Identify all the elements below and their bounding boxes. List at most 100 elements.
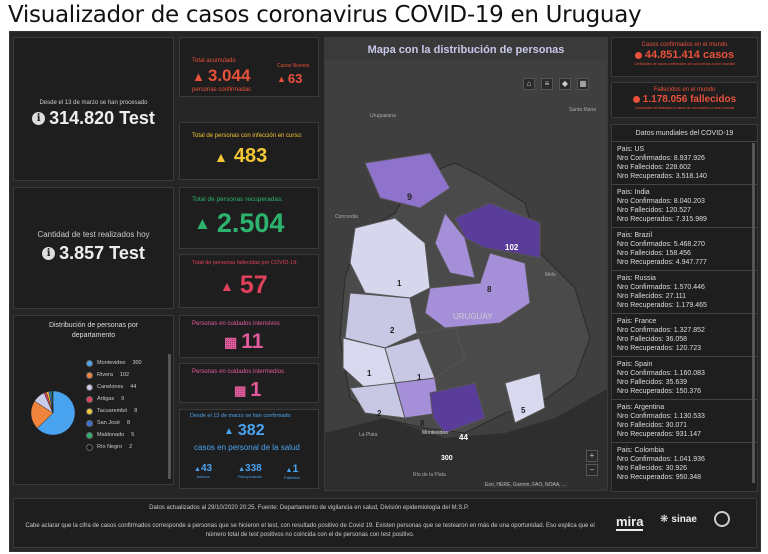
person-icon: ▲ bbox=[224, 425, 234, 437]
legend-value: 9 bbox=[121, 396, 125, 402]
info-icon: i bbox=[32, 112, 46, 125]
dept-tacuarembo-n[interactable] bbox=[434, 211, 476, 279]
legend-item[interactable]: Rivera 102 bbox=[86, 369, 168, 381]
hs-active-label: Activos bbox=[196, 474, 210, 479]
sinae-logo: ❋ sinae bbox=[660, 514, 697, 525]
active-value-row: ▲ 483 bbox=[214, 145, 267, 168]
legend-swatch bbox=[86, 371, 93, 379]
footer-note: Cabe aclarar que la cifra de casos confi… bbox=[25, 523, 595, 538]
legend-item[interactable]: Artigas 9 bbox=[86, 393, 168, 405]
world-entry-pais: Pais: Brazil bbox=[617, 232, 653, 239]
map-count-colonia: 2 bbox=[377, 409, 382, 418]
dept-rio-negro[interactable] bbox=[344, 292, 418, 349]
world-deaths-card: Fallecidos en el mundo 1.178.056 falleci… bbox=[611, 82, 758, 118]
distribution-scrollbar[interactable] bbox=[168, 354, 171, 479]
deaths-label: Total de personas fallecidas por COVID-1… bbox=[192, 260, 298, 266]
world-entry[interactable]: Pais: Brazil Nro Confirmados: 5.468.270 Nr… bbox=[612, 227, 757, 270]
legend-value: 102 bbox=[119, 372, 130, 378]
world-list[interactable]: Pais: US Nro Confirmados: 8.937.926 Nro Fa… bbox=[612, 141, 757, 485]
world-list-scrollbar[interactable] bbox=[752, 143, 755, 483]
world-entry[interactable]: Pais: France Nro Confirmados: 1.327.852 Nr… bbox=[612, 313, 757, 356]
new-cases-row: ▲ 63 bbox=[277, 71, 302, 86]
legend-item[interactable]: Montevideo 300 bbox=[86, 357, 168, 369]
legend-swatch bbox=[86, 419, 93, 427]
icu-value: 11 bbox=[241, 330, 264, 353]
legend-item[interactable]: Tacuarembó 8 bbox=[86, 405, 168, 417]
footer-updated: Datos actualizados al 29/10/2020 20:25. … bbox=[149, 505, 469, 511]
zoom-out-button[interactable]: − bbox=[586, 464, 598, 476]
health-staff-value-row: ▲ 382 bbox=[224, 422, 265, 440]
world-entry[interactable]: Pais: Russia Nro Confirmados: 1.570.446 Nr… bbox=[612, 270, 757, 313]
health-staff-label: Desde el 13 de marzo se han confirmado bbox=[190, 413, 291, 419]
dept-artigas[interactable] bbox=[364, 152, 451, 209]
hs-deaths: ▲1 Fallecido bbox=[284, 463, 300, 480]
dept-rivera[interactable] bbox=[454, 202, 541, 259]
dept-paysandu[interactable] bbox=[349, 217, 431, 299]
bullet-icon bbox=[634, 51, 642, 59]
list-icon[interactable]: ≡ bbox=[541, 78, 553, 90]
world-entry-fall: Nro Fallecidos: 35.639 bbox=[617, 379, 688, 386]
map-count-soriano: 1 bbox=[367, 369, 372, 378]
confirmed-sublabel: personas confirmadas bbox=[192, 87, 252, 93]
world-deaths-value: 1.178.056 fallecidos bbox=[642, 94, 737, 105]
legend-item[interactable]: Maldonado 5 bbox=[86, 429, 168, 441]
world-deaths-note: Cantidades de fallecidos a causa de coro… bbox=[634, 106, 735, 110]
pie-slice[interactable] bbox=[52, 390, 54, 414]
health-staff-sublabel: casos en personal de la salud bbox=[194, 443, 300, 452]
hs-active-value: 43 bbox=[200, 463, 213, 474]
world-entry[interactable]: Pais: Colombia Nro Confirmados: 1.041.936… bbox=[612, 442, 757, 485]
legend-label: Río Negro bbox=[97, 444, 123, 450]
world-entry-pais: Pais: Argentina bbox=[617, 404, 665, 411]
world-entry-recu: Nro Recuperados: 7.315.989 bbox=[617, 216, 707, 223]
world-entry-recu: Nro Recuperados: 1.179.465 bbox=[617, 302, 707, 309]
world-entry[interactable]: Pais: Spain Nro Confirmados: 1.160.083 Nro… bbox=[612, 356, 757, 399]
distribution-card: Distribución de personas por departament… bbox=[13, 315, 174, 485]
person-icon: ▲ bbox=[277, 73, 286, 84]
world-entry-recu: Nro Recuperados: 950.348 bbox=[617, 474, 702, 481]
world-entry-fall: Nro Fallecidos: 158.456 bbox=[617, 250, 691, 257]
legend-label: Tacuarembó bbox=[97, 408, 128, 414]
distribution-pie-chart bbox=[30, 390, 76, 436]
legend-item[interactable]: Canelones 44 bbox=[86, 381, 168, 393]
icu-value-row: ▦ 11 bbox=[224, 330, 263, 354]
world-entry-recu: Nro Recuperados: 3.518.140 bbox=[617, 173, 707, 180]
map-label-concordia: Concordia bbox=[335, 214, 358, 220]
active-card: Total de personas con infección en curso… bbox=[179, 122, 319, 180]
basemap-icon[interactable]: ▦ bbox=[577, 78, 589, 90]
legend-value: 300 bbox=[132, 360, 142, 366]
legend-label: Montevideo bbox=[97, 360, 126, 366]
map-count-rivera: 102 bbox=[505, 243, 519, 252]
world-deaths-label: Fallecidos en el mundo bbox=[653, 87, 716, 93]
map-count-montevideo: 300 bbox=[441, 455, 453, 462]
hs-deaths-label: Fallecido bbox=[284, 475, 301, 480]
world-entry[interactable]: Pais: US Nro Confirmados: 8.937.926 Nro Fa… bbox=[612, 141, 757, 184]
world-entry[interactable]: Pais: Argentina Nro Confirmados: 1.130.53… bbox=[612, 399, 757, 442]
legend-label: Rivera bbox=[97, 372, 113, 378]
home-icon[interactable]: ⌂ bbox=[523, 78, 535, 90]
world-confirmed-note: Cantidades de casos confirmados de coron… bbox=[634, 62, 735, 66]
dept-maldonado[interactable] bbox=[504, 372, 546, 424]
legend-swatch bbox=[86, 383, 93, 391]
zoom-in-button[interactable]: + bbox=[586, 450, 598, 462]
tests-total-label: Desde el 13 de marzo se han procesado bbox=[39, 100, 148, 106]
legend-swatch bbox=[86, 431, 93, 439]
world-confirmed-value-row: 44.851.414 casos bbox=[612, 49, 757, 61]
health-staff-card: Desde el 13 de marzo se han confirmado ▲… bbox=[179, 409, 319, 489]
world-deaths-value-row: 1.178.056 fallecidos bbox=[612, 94, 757, 105]
person-icon: ▲ bbox=[238, 466, 246, 473]
dept-tacuarembo[interactable] bbox=[424, 252, 531, 329]
layers-icon[interactable]: ◆ bbox=[559, 78, 571, 90]
pie-slice[interactable] bbox=[36, 390, 76, 436]
world-list-title: Datos mundiales del COVID-19 bbox=[635, 130, 734, 137]
hs-recovered-value: 338 bbox=[245, 463, 262, 474]
world-entry[interactable]: Pais: India Nro Confirmados: 8.040.203 Nro… bbox=[612, 184, 757, 227]
uruguay-map[interactable]: 9 102 1 8 2 1 1 2 8 44 300 5 Uruguaiana … bbox=[325, 38, 608, 491]
hs-active: ▲43 Activos bbox=[194, 463, 212, 479]
recovered-value: 2.504 bbox=[216, 208, 285, 238]
legend-item[interactable]: San José 8 bbox=[86, 417, 168, 429]
dashboard: Desde el 13 de marzo se han procesado i … bbox=[9, 31, 761, 552]
map-label-uruguay: URUGUAY bbox=[453, 312, 493, 321]
dept-canelones[interactable] bbox=[429, 382, 486, 434]
world-entry-recu: Nro Recuperados: 931.147 bbox=[617, 431, 702, 438]
legend-item[interactable]: Río Negro 2 bbox=[86, 441, 168, 453]
